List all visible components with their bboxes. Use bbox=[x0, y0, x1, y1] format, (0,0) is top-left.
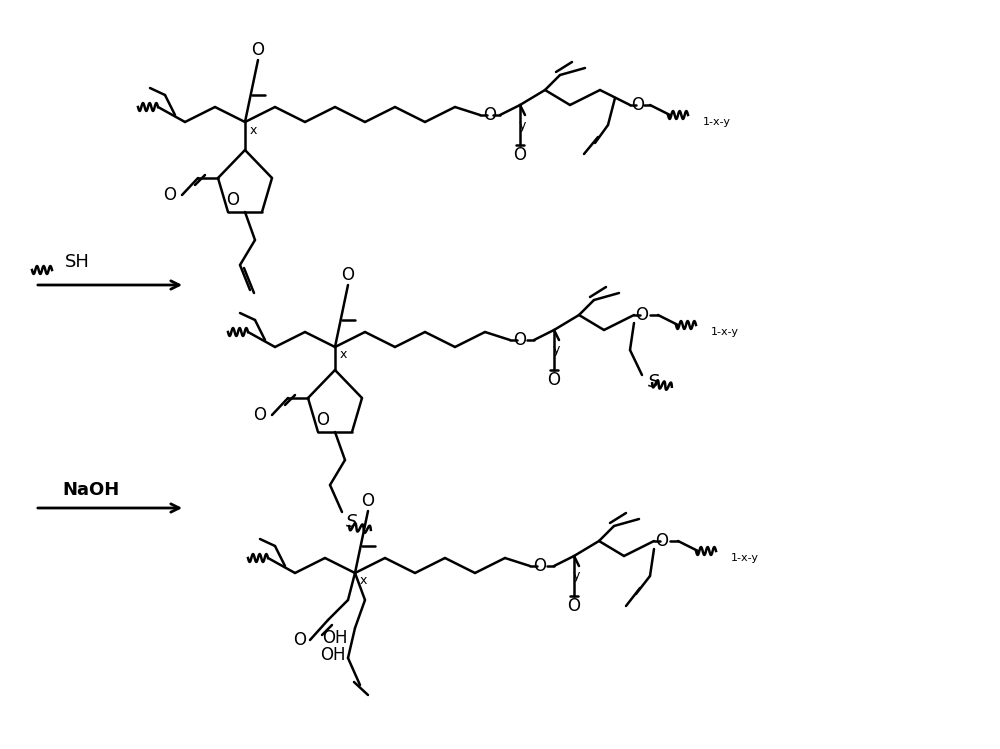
Text: O: O bbox=[362, 492, 374, 510]
Text: y: y bbox=[572, 569, 580, 583]
Text: O: O bbox=[534, 557, 546, 575]
Text: O: O bbox=[568, 597, 580, 615]
Text: SH: SH bbox=[65, 253, 90, 271]
Text: O: O bbox=[252, 41, 264, 59]
Text: O: O bbox=[342, 266, 354, 284]
Text: 1-x-y: 1-x-y bbox=[731, 553, 759, 563]
Text: O: O bbox=[656, 532, 668, 550]
Text: O: O bbox=[514, 331, 526, 349]
Text: S: S bbox=[648, 373, 659, 391]
Text: O: O bbox=[484, 106, 496, 124]
Text: OH: OH bbox=[322, 629, 348, 647]
Text: x: x bbox=[249, 124, 257, 136]
Text: y: y bbox=[552, 344, 560, 357]
Text: O: O bbox=[164, 186, 176, 204]
Text: NaOH: NaOH bbox=[62, 481, 119, 499]
Text: O: O bbox=[226, 191, 240, 209]
Text: O: O bbox=[548, 371, 560, 389]
Text: O: O bbox=[254, 406, 266, 424]
Text: y: y bbox=[518, 118, 526, 132]
Text: x: x bbox=[339, 348, 347, 362]
Text: O: O bbox=[636, 306, 648, 324]
Text: OH: OH bbox=[320, 646, 346, 664]
Text: S: S bbox=[346, 513, 357, 531]
Text: O: O bbox=[514, 146, 526, 164]
Text: 1-x-y: 1-x-y bbox=[703, 117, 731, 127]
Text: 1-x-y: 1-x-y bbox=[711, 327, 739, 337]
Text: O: O bbox=[316, 411, 330, 429]
Text: O: O bbox=[632, 96, 644, 114]
Text: O: O bbox=[294, 631, 306, 649]
Text: x: x bbox=[359, 574, 367, 587]
